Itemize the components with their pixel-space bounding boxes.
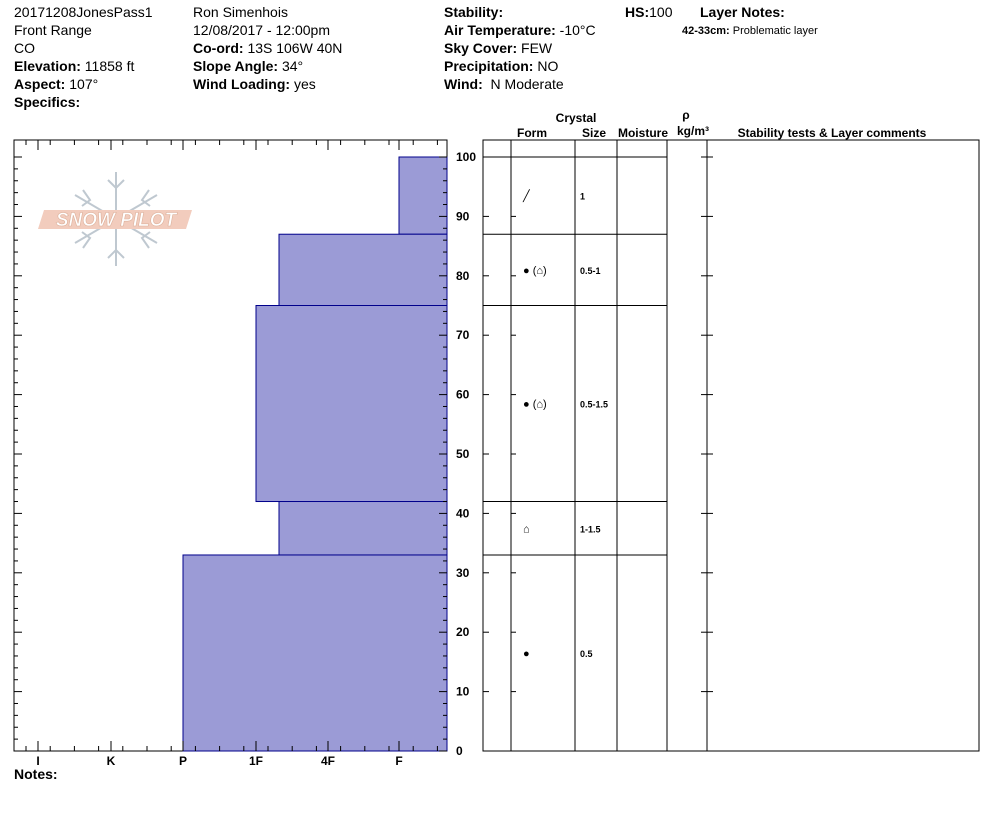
logo-band <box>38 210 192 229</box>
crystal-form-symbol: ╱ <box>522 189 531 203</box>
snowpilot-logo: SNOW PILOT <box>38 172 192 266</box>
header-col-1: 20171208JonesPass1 Front Range CO Elevat… <box>14 3 153 111</box>
crystal-size: 0.5-1.5 <box>580 400 608 410</box>
rho-header: ρ <box>682 108 689 122</box>
notes-label: Notes: <box>14 766 58 782</box>
layer-note-range: 42-33cm: <box>682 25 730 37</box>
form-header: Form <box>517 126 547 140</box>
depth-tick-label: 90 <box>456 209 470 223</box>
depth-tick-label: 30 <box>456 566 470 580</box>
air-temp-value: -10°C <box>559 22 596 38</box>
table-depth-ticks <box>483 156 713 752</box>
aspect-label: Aspect: <box>14 76 66 92</box>
layer-rows: ╱ 1 ● (⌂) 0.5-1 ● (⌂) 0.5-1.5 ⌂ 1-1.5 ● 0.5 <box>483 156 667 752</box>
depth-ticks: 0 10 20 30 40 50 60 70 80 90 100 <box>14 150 476 758</box>
aspect-value: 107° <box>69 76 99 92</box>
stability: Stability: <box>444 3 596 21</box>
slope-value: 34° <box>281 58 304 74</box>
layer-notes: Layer Notes: <box>700 3 785 21</box>
hardness-bar <box>278 501 448 556</box>
hs-value: 100 <box>649 4 673 20</box>
depth-tick-label: 100 <box>456 150 476 164</box>
hardness-label: I <box>36 754 39 768</box>
elevation-value: 11858 ft <box>84 58 135 74</box>
wind-loading-value: yes <box>293 76 316 92</box>
crystal-size: 1 <box>580 192 585 202</box>
pit-name: 20171208JonesPass1 <box>14 4 153 20</box>
depth-tick-label: 60 <box>456 388 470 402</box>
hardness-ticks: I K P 1F 4F F <box>25 140 438 768</box>
sky-label: Sky Cover: <box>444 40 518 56</box>
datetime: 12/08/2017 - 12:00pm <box>193 22 330 38</box>
wind-loading-label: Wind Loading: <box>193 76 291 92</box>
hardness-label: F <box>395 754 402 768</box>
stability-label: Stability: <box>444 4 504 20</box>
hardness-label: K <box>107 754 116 768</box>
wind: Wind: N Moderate <box>444 75 596 93</box>
depth-tick-label: 70 <box>456 328 470 342</box>
hardness-bar <box>182 554 448 752</box>
hardness-label: 4F <box>321 754 335 768</box>
precipitation: Precipitation: NO <box>444 57 596 75</box>
crystal-header: Crystal <box>556 111 597 125</box>
size-header: Size <box>582 126 606 140</box>
crystal-size: 0.5-1 <box>580 266 601 276</box>
slope-angle: Slope Angle: 34° <box>193 57 342 75</box>
slope-label: Slope Angle: <box>193 58 279 74</box>
density-unit-header: kg/m³ <box>677 124 709 138</box>
notes: Notes: <box>14 765 58 783</box>
header-col-2: Ron Simenhois 12/08/2017 - 12:00pm Co-or… <box>193 3 342 93</box>
wind-loading: Wind Loading: yes <box>193 75 342 93</box>
aspect: Aspect: 107° <box>14 75 153 93</box>
hardness-bar <box>255 305 448 503</box>
crystal-form-symbol: ● (⌂) <box>523 265 547 277</box>
precip-value: NO <box>537 58 559 74</box>
air-temperature: Air Temperature: -10°C <box>444 21 596 39</box>
precip-label: Precipitation: <box>444 58 534 74</box>
wind-value: N Moderate <box>490 76 564 92</box>
crystal-size: 0.5 <box>580 649 593 659</box>
hardness-label: P <box>179 754 187 768</box>
sky-value: FEW <box>521 40 553 56</box>
hardness-bars <box>182 156 448 752</box>
depth-tick-label: 0 <box>456 744 463 758</box>
depth-tick-label: 80 <box>456 269 470 283</box>
depth-tick-label: 40 <box>456 506 470 520</box>
layer-note-item: 42-33cm: Problematic layer <box>682 22 818 40</box>
moisture-header: Moisture <box>618 126 668 140</box>
layer-note-text: Problematic layer <box>732 25 818 37</box>
layer-table-frame <box>482 139 980 752</box>
specifics: Specifics: <box>14 93 153 111</box>
crystal-form-symbol: ⌂ <box>523 523 530 535</box>
depth-tick-label: 10 <box>456 685 470 699</box>
air-temp-label: Air Temperature: <box>444 22 556 38</box>
elevation-label: Elevation: <box>14 58 81 74</box>
wind-label: Wind: <box>444 76 483 92</box>
crystal-size: 1-1.5 <box>580 524 601 534</box>
observer: Ron Simenhois <box>193 4 288 20</box>
sky-cover: Sky Cover: FEW <box>444 39 596 57</box>
specifics-label: Specifics: <box>14 94 81 110</box>
coord-label: Co-ord: <box>193 40 244 56</box>
hardness-bar <box>398 156 448 235</box>
state: CO <box>14 40 35 56</box>
stability-header: Stability tests & Layer comments <box>738 126 927 140</box>
hardness-bar <box>278 233 448 306</box>
coord: Co-ord: 13S 106W 40N <box>193 39 342 57</box>
hardness-label: 1F <box>249 754 263 768</box>
elevation: Elevation: 11858 ft <box>14 57 153 75</box>
range: Front Range <box>14 22 92 38</box>
logo-text: SNOW PILOT <box>56 210 178 231</box>
crystal-form-symbol: ● <box>523 648 530 660</box>
hs: HS:100 <box>625 3 672 21</box>
header-col-3: Stability: Air Temperature: -10°C Sky Co… <box>444 3 596 93</box>
depth-tick-label: 50 <box>456 447 470 461</box>
layer-notes-label: Layer Notes: <box>700 4 785 20</box>
coord-value: 13S 106W 40N <box>247 40 343 56</box>
crystal-form-symbol: ● (⌂) <box>523 399 547 411</box>
depth-tick-label: 20 <box>456 625 470 639</box>
hs-label: HS: <box>625 4 650 20</box>
